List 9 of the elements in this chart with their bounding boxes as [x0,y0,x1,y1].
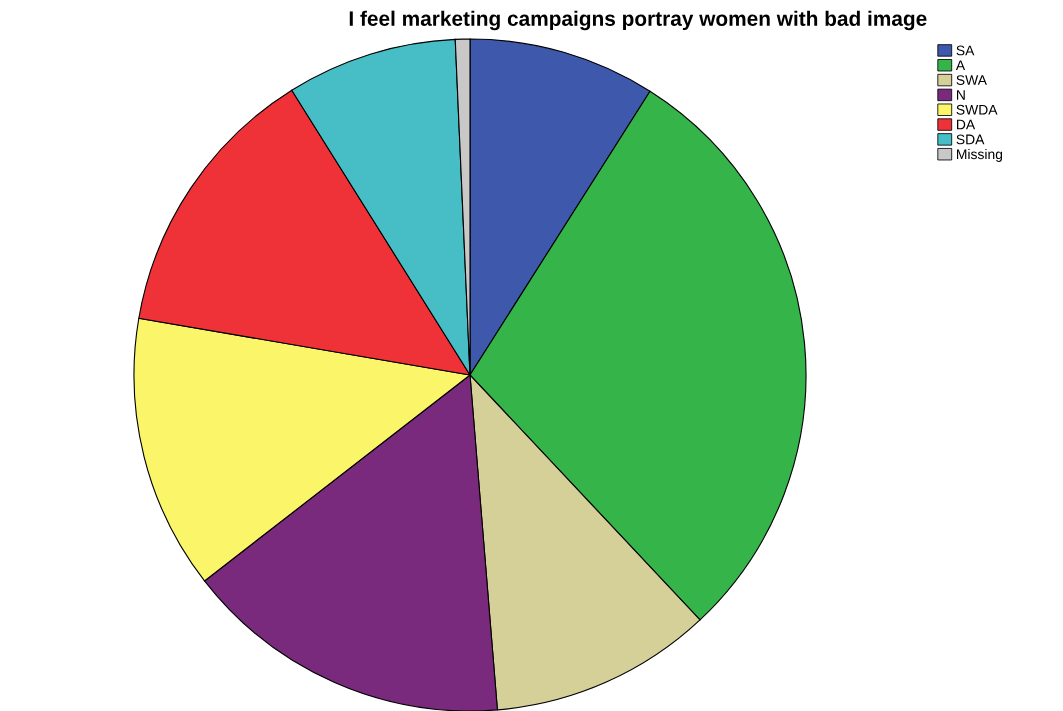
legend-label: A [955,60,966,71]
legend-label: Missing [957,148,1003,162]
legend-label: SWDA [956,104,998,115]
legend-label: SWA [956,75,987,86]
chart-title: I feel marketing campaigns portray women with bad image [349,10,927,31]
legend-label: SA [956,45,975,56]
legend-label: SDA [956,134,985,145]
legend-label: DA [957,119,976,130]
legend-label: N [957,90,965,100]
